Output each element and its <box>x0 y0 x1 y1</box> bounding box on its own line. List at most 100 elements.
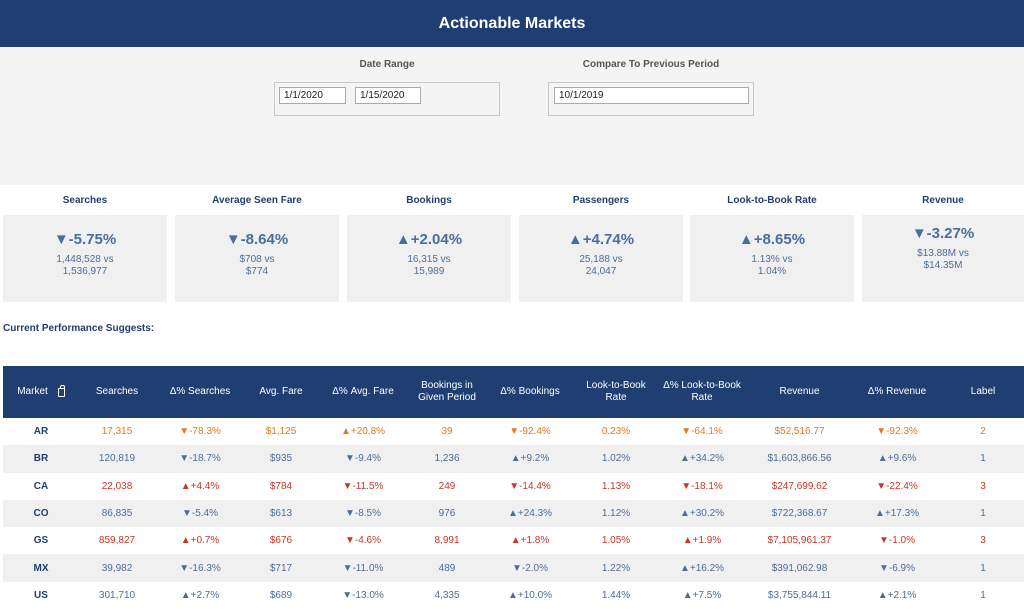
column-header-market[interactable]: Market <box>3 366 79 418</box>
table-cell: 1.05% <box>601 535 631 547</box>
table-cell: $722,368.67 <box>771 508 828 520</box>
table-row[interactable]: BR 120,819 ▼-18.7% $935 ▼-9.4% 1,236 ▲+9.2% 1.0… <box>3 445 1024 473</box>
table-cell: ▼-92.3% <box>876 426 918 438</box>
table-cell: ▲+17.3% <box>874 508 920 520</box>
table-cell: 1.22% <box>601 562 631 574</box>
column-header[interactable]: Look-to-Book Rate <box>586 380 646 403</box>
table-cell: ▲+34.2% <box>679 453 725 465</box>
kpi-title-bookings: Bookings <box>406 195 452 206</box>
table-cell: $1,125 <box>265 426 297 438</box>
table-cell: ▲+24.3% <box>507 508 553 520</box>
page-title: Actionable Markets <box>438 14 586 32</box>
table-row[interactable]: GS 859,827 ▲+0.7% $676 ▼-4.6% 8,991 ▲+1.8% 1.05… <box>3 527 1024 555</box>
kpi-card-revenue: ▼-3.27% $13.88M vs $14.35M <box>862 215 1024 302</box>
kpi-comparison: 16,315 vs 15,989 <box>407 254 451 277</box>
table-cell: 86,835 <box>101 508 133 520</box>
section-title-suggests: Current Performance Suggests: <box>3 323 155 334</box>
table-cell: $391,062.98 <box>771 562 828 574</box>
table-cell: $52,516.77 <box>774 426 825 438</box>
table-row[interactable]: CO 86,835 ▼-5.4% $613 ▼-8.5% 976 ▲+24.3% 1.12% ▲… <box>3 499 1024 528</box>
kpi-card-searches: ▼-5.75% 1,448,528 vs 1,536,977 <box>3 215 167 302</box>
kpi-delta: ▼-3.27% <box>911 225 975 242</box>
table-cell: 3 <box>980 480 986 492</box>
table-cell: $784 <box>269 480 293 492</box>
table-cell: $935 <box>269 453 293 465</box>
table-cell: 0.23% <box>601 426 631 438</box>
table-cell: ▲+9.6% <box>877 453 917 465</box>
table-cell: 1 <box>980 562 986 574</box>
market-code: GS <box>33 535 49 547</box>
market-code: BR <box>33 453 49 465</box>
table-cell: ▲+1.8% <box>510 535 550 547</box>
dashboard-header: Actionable Markets <box>0 0 1024 47</box>
table-cell: ▼-5.4% <box>181 508 219 520</box>
table-body: AR 17,315 ▼-78.3% $1,125 ▲+20.8% 39 ▼-92.4% 0.2… <box>3 418 1024 609</box>
date-range-box: 1/1/2020 1/15/2020 <box>274 82 500 116</box>
table-cell: ▼-11.5% <box>342 480 384 492</box>
column-header[interactable]: Revenue <box>779 386 820 397</box>
column-header[interactable]: Searches <box>95 386 139 397</box>
market-code: CA <box>33 480 49 492</box>
table-cell: ▼-78.3% <box>179 426 221 438</box>
table-cell: $3,755,844.11 <box>767 589 832 601</box>
table-cell: $247,699.62 <box>771 480 828 492</box>
kpi-title-searches: Searches <box>62 195 108 206</box>
table-cell: ▲+20.8% <box>340 426 386 438</box>
kpi-comparison: 25,188 vs 24,047 <box>579 254 623 277</box>
table-cell: 1 <box>980 453 986 465</box>
table-header: Market Searches Δ% Searches Avg. Fare Δ%… <box>3 366 1024 418</box>
kpi-comparison: 1,448,528 vs 1,536,977 <box>56 254 114 277</box>
column-header[interactable]: Δ% Avg. Fare <box>332 386 394 397</box>
start-date-input[interactable]: 1/1/2020 <box>279 87 346 104</box>
table-cell: 301,710 <box>98 589 136 601</box>
table-cell: ▼-8.5% <box>344 508 382 520</box>
kpi-card-passengers: ▲+4.74% 25,188 vs 24,047 <box>519 215 683 302</box>
table-cell: ▼-2.0% <box>511 562 549 574</box>
table-row[interactable]: AR 17,315 ▼-78.3% $1,125 ▲+20.8% 39 ▼-92.4% 0.2… <box>3 418 1024 446</box>
column-header[interactable]: Δ% Revenue <box>867 386 927 397</box>
kpi-card-look-to-book: ▲+8.65% 1.13% vs 1.04% <box>690 215 854 302</box>
kpi-title-look-to-book: Look-to-Book Rate <box>727 195 817 206</box>
compare-date-input[interactable]: 10/1/2019 <box>554 87 749 104</box>
kpi-comparison: 1.13% vs 1.04% <box>751 254 793 277</box>
table-row[interactable]: MX 39,982 ▼-16.3% $717 ▼-11.0% 489 ▼-2.0% 1.22%… <box>3 554 1024 582</box>
column-header[interactable]: Bookings in Given Period <box>418 380 476 403</box>
table-cell: $689 <box>269 589 293 601</box>
column-header[interactable]: Δ% Bookings <box>500 386 560 397</box>
table-cell: ▲+30.2% <box>679 508 725 520</box>
table-cell: ▼-13.0% <box>342 589 384 601</box>
kpi-title-avg-fare: Average Seen Fare <box>212 195 302 206</box>
market-code: CO <box>33 508 49 520</box>
table-row[interactable]: CA 22,038 ▲+4.4% $784 ▼-11.5% 249 ▼-14.4% 1.13%… <box>3 472 1024 500</box>
table-cell: 1 <box>980 508 986 520</box>
kpi-card-bookings: ▲+2.04% 16,315 vs 15,989 <box>347 215 511 302</box>
kpi-card-avg-fare: ▼-8.64% $708 vs $774 <box>175 215 339 302</box>
kpi-delta: ▲+8.65% <box>738 231 806 248</box>
table-cell: 4,335 <box>434 589 460 601</box>
end-date-input[interactable]: 1/15/2020 <box>355 87 421 104</box>
table-cell: 120,819 <box>98 453 136 465</box>
table-cell: ▲+4.4% <box>180 480 220 492</box>
kpi-delta: ▲+2.04% <box>395 231 463 248</box>
column-header[interactable]: Δ% Searches <box>169 386 231 397</box>
table-cell: $676 <box>269 535 293 547</box>
table-row[interactable]: US 301,710 ▲+2.7% $689 ▼-13.0% 4,335 ▲+10.0% 1.… <box>3 581 1024 609</box>
market-code: MX <box>33 562 49 574</box>
table-cell: ▲+2.7% <box>180 589 220 601</box>
column-header[interactable]: Avg. Fare <box>259 386 303 397</box>
table-cell: 2 <box>980 426 986 438</box>
kpi-comparison: $13.88M vs $14.35M <box>917 248 969 271</box>
table-cell: ▲+7.5% <box>682 589 722 601</box>
table-cell: $613 <box>269 508 293 520</box>
kpi-delta: ▼-5.75% <box>53 231 117 248</box>
table-cell: 249 <box>438 480 456 492</box>
filter-panel: Date Range 1/1/2020 1/15/2020 Compare To… <box>0 47 1024 185</box>
table-cell: 859,827 <box>98 535 136 547</box>
table-cell: 39,982 <box>101 562 133 574</box>
table-cell: ▼-1.0% <box>878 535 916 547</box>
lock-icon <box>57 384 65 397</box>
column-header[interactable]: Δ% Look-to-Book Rate <box>663 380 741 403</box>
column-header[interactable]: Label <box>970 386 996 397</box>
table-cell: 1.13% <box>601 480 631 492</box>
table-cell: $717 <box>269 562 293 574</box>
